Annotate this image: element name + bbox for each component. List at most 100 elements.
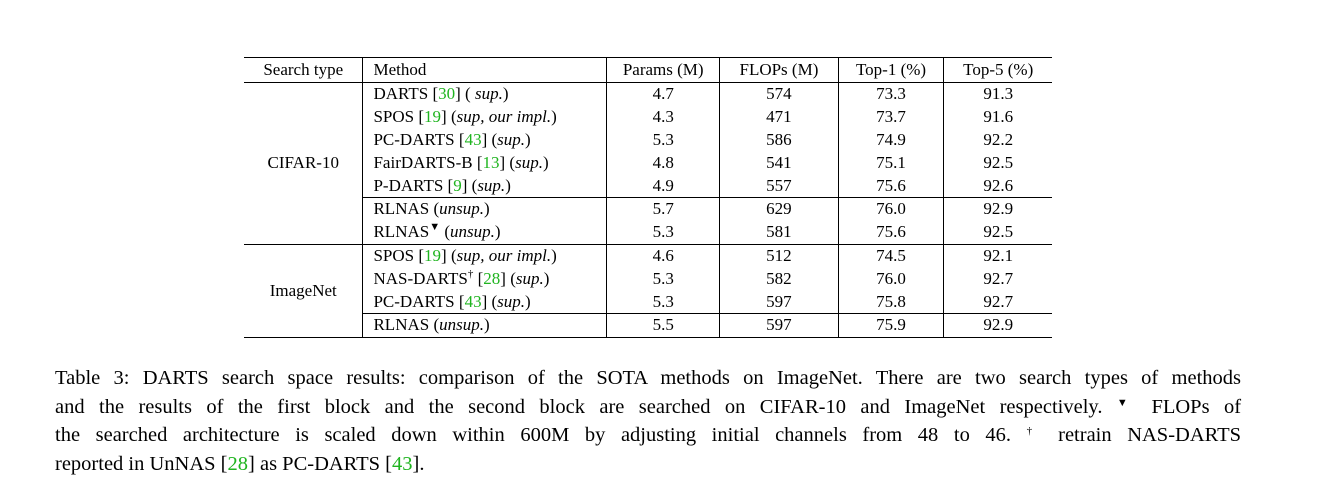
results-table-container: Search type Method Params (M) FLOPs (M) … [244, 57, 1052, 338]
method-cell: FairDARTS-B [13] (sup.) [362, 151, 608, 175]
header-search-type: Search type [244, 57, 364, 83]
method-tag: sup. [477, 175, 506, 195]
search-type-cell: ImageNet [244, 243, 364, 338]
params-cell: 5.5 [606, 312, 721, 338]
top5-cell: 92.7 [983, 268, 1014, 288]
method-cell: PC-DARTS [43] (sup.) [362, 290, 608, 314]
method-tag-close: ) [484, 199, 490, 219]
dagger-icon: † [1026, 425, 1043, 437]
citation-link[interactable]: 19 [424, 107, 442, 127]
method-tag: sup. [515, 268, 544, 288]
method-name: SPOS [373, 107, 415, 127]
method-cell: SPOS [19] (sup, our impl.) [362, 243, 608, 268]
citation-link[interactable]: 43 [392, 452, 413, 475]
method-cell: PC-DARTS [43] (sup.) [362, 128, 608, 152]
citation-link[interactable]: 30 [438, 84, 456, 104]
table-row: FairDARTS-B [13] (sup.) 4.8 541 75.1 92.5 [244, 151, 1052, 175]
method-tag-close: ) [551, 107, 557, 127]
flops-cell: 581 [719, 220, 839, 245]
header-params: Params (M) [606, 57, 721, 83]
method-tag-close: ) [505, 175, 511, 195]
method-name: RLNAS [373, 199, 430, 219]
caption-line-1: Table 3: DARTS search space results: com… [55, 367, 1241, 389]
method-name: SPOS [373, 245, 415, 265]
triangle-down-icon: ▼ [429, 221, 441, 234]
caption-text: retrain NAS-DARTS [1058, 424, 1242, 446]
method-tag: sup, our impl. [456, 245, 552, 265]
method-tag: unsup. [439, 315, 484, 335]
top1-cell: 75.6 [838, 220, 945, 245]
top5-cell: 91.6 [983, 107, 1014, 127]
citation-link[interactable]: 28 [227, 452, 249, 475]
top5-cell: 92.5 [983, 152, 1014, 172]
method-tag-close: ) [525, 129, 531, 149]
citation-link[interactable]: 9 [453, 175, 462, 195]
table-row: RLNAS▼ (unsup.) 5.3 581 75.6 92.5 [244, 220, 1052, 245]
flops-cell: 629 [719, 196, 839, 221]
citation-link[interactable]: 43 [464, 291, 482, 311]
search-type-cell: CIFAR-10 [244, 82, 364, 245]
header-top1: Top-1 (%) [838, 57, 945, 83]
params-cell: 4.7 [606, 81, 721, 106]
method-cell: DARTS [30] ( sup.) [362, 81, 608, 106]
flops-cell: 574 [719, 81, 839, 106]
results-table: Search type Method Params (M) FLOPs (M) … [244, 57, 1052, 338]
top5-cell: 92.6 [983, 175, 1014, 195]
caption-text: and the results of the first block and t… [55, 395, 1103, 418]
table-caption: Table 3: DARTS search space results: com… [55, 364, 1241, 478]
method-tag: sup. [497, 129, 526, 149]
method-tag: unsup. [439, 199, 484, 219]
citation-link[interactable]: 19 [424, 245, 442, 265]
method-tag-close: ) [543, 268, 550, 288]
citation-link[interactable]: 28 [483, 268, 501, 288]
top1-cell: 75.9 [838, 312, 945, 338]
method-tag-open: ( [450, 245, 457, 265]
method-name: RLNAS [373, 315, 430, 335]
table-row: SPOS [19] (sup, our impl.) 4.3 471 73.7 91.6 [244, 105, 1052, 129]
method-tag-close: ) [551, 245, 557, 265]
method-tag: sup. [497, 291, 526, 311]
table-row: RLNAS (unsup.) 5.7 629 76.0 92.9 [244, 196, 1052, 221]
method-name: FairDARTS-B [373, 152, 473, 172]
method-tag: unsup. [450, 222, 495, 242]
table-row: ImageNet SPOS [19] (sup, our impl.) 4.6 512… [244, 243, 1052, 338]
params-cell: 4.3 [606, 105, 721, 129]
method-name: P-DARTS [373, 175, 444, 195]
top1-cell: 76.0 [838, 267, 945, 291]
method-cell: RLNAS▼ (unsup.) [362, 220, 608, 245]
top5-cell: 92.5 [983, 222, 1014, 242]
top1-cell: 76.0 [838, 196, 945, 221]
triangle-down-icon: ▼ [1116, 396, 1138, 409]
caption-text: FLOPs of [1151, 395, 1242, 418]
params-cell: 5.3 [606, 128, 721, 152]
caption-line-2: and the results of the first block and t… [55, 393, 1241, 422]
method-name: DARTS [373, 84, 429, 104]
flops-cell: 597 [719, 312, 839, 338]
header-top5: Top-5 (%) [943, 57, 1052, 83]
caption-text: reported in UnNAS [ [55, 452, 228, 475]
table-row: PC-DARTS [43] (sup.) 5.3 586 74.9 92.2 [244, 128, 1052, 152]
header-method: Method [362, 57, 608, 83]
citation-link[interactable]: 43 [464, 129, 482, 149]
method-tag: sup. [474, 84, 503, 104]
params-cell: 5.7 [606, 196, 721, 221]
top5-cell: 92.9 [943, 312, 1052, 338]
method-name: PC-DARTS [373, 291, 455, 311]
top5-cell: 92.2 [983, 129, 1014, 149]
citation-link[interactable]: 13 [482, 152, 500, 172]
top1-cell: 74.5 [838, 243, 945, 268]
method-cell: P-DARTS [9] (sup.) [362, 174, 608, 198]
flops-cell: 541 [719, 151, 839, 175]
top1-cell: 73.7 [838, 105, 945, 129]
flops-cell: 597 [719, 290, 839, 314]
header-flops: FLOPs (M) [719, 57, 839, 83]
table-row: PC-DARTS [43] (sup.) 5.3 597 75.8 92.7 [244, 290, 1052, 314]
method-tag-open: ( [510, 268, 516, 288]
method-cell: NAS-DARTS† [28] (sup.) [362, 267, 608, 291]
table-row: NAS-DARTS† [28] (sup.) 5.3 582 76.0 92.7 [244, 267, 1052, 291]
dagger-icon: † [467, 267, 474, 280]
top5-cell: 92.1 [943, 243, 1052, 268]
top5-cell: 92.7 [983, 291, 1014, 311]
table-row: RLNAS (unsup.) 5.5 597 75.9 92.9 [244, 312, 1052, 338]
params-cell: 5.3 [606, 220, 721, 245]
